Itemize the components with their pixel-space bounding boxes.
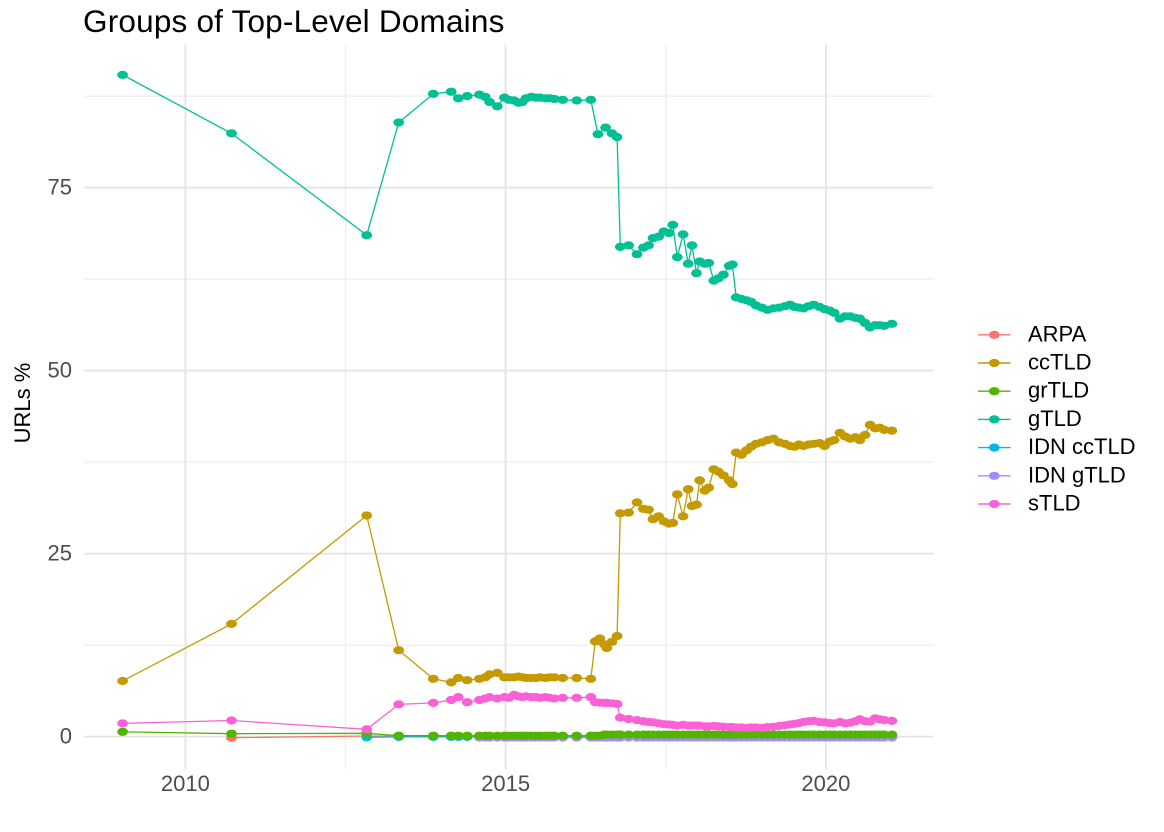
svg-text:2015: 2015 bbox=[481, 771, 530, 796]
svg-text:75: 75 bbox=[48, 175, 72, 200]
svg-text:gTLD: gTLD bbox=[1028, 406, 1082, 431]
svg-text:IDN ccTLD: IDN ccTLD bbox=[1028, 434, 1136, 459]
svg-text:50: 50 bbox=[48, 358, 72, 383]
svg-text:sTLD: sTLD bbox=[1028, 491, 1081, 516]
svg-text:URLs %: URLs % bbox=[10, 363, 35, 444]
svg-text:0: 0 bbox=[60, 724, 72, 749]
svg-text:25: 25 bbox=[48, 541, 72, 566]
svg-text:grTLD: grTLD bbox=[1028, 378, 1089, 403]
svg-text:2020: 2020 bbox=[801, 771, 850, 796]
svg-text:ccTLD: ccTLD bbox=[1028, 350, 1092, 375]
svg-text:IDN gTLD: IDN gTLD bbox=[1028, 462, 1126, 487]
svg-text:Groups of Top-Level Domains: Groups of Top-Level Domains bbox=[83, 3, 505, 39]
svg-text:2010: 2010 bbox=[161, 771, 210, 796]
svg-text:ARPA: ARPA bbox=[1028, 321, 1087, 346]
